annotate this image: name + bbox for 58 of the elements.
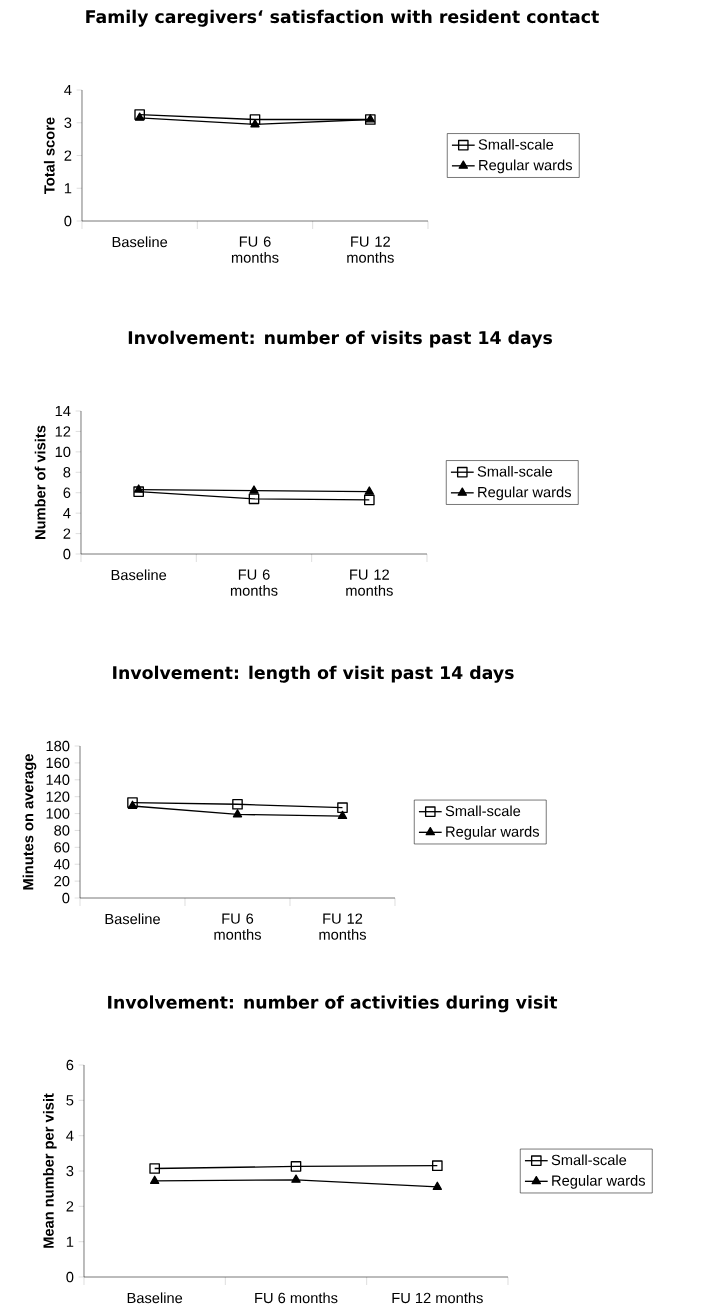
y-tick-label: 60 <box>54 842 70 853</box>
legend-label: Regular wards <box>552 1175 646 1189</box>
y-tick-label: 8 <box>63 467 71 478</box>
y-axis-title: Minutes on average <box>22 754 37 890</box>
y-tick-label: 0 <box>63 548 71 560</box>
y-tick-label: 100 <box>46 808 70 819</box>
y-axis-title: Number of visits <box>34 425 46 539</box>
chart-title: Involvement: number of visits past 14 days <box>128 330 553 348</box>
chart-title: Involvement: length of visit past 14 days <box>113 665 514 683</box>
y-tick-label: 6 <box>66 1059 74 1071</box>
y-tick-label: 140 <box>46 774 70 785</box>
y-tick-label: 120 <box>46 791 70 802</box>
y-tick-label: 14 <box>55 405 71 417</box>
legend-label: Small-scale <box>477 465 553 477</box>
y-tick-label: 80 <box>54 825 70 836</box>
x-tick-label: FU 6 months <box>255 1292 338 1304</box>
chart-title: Involvement: number of activities during visit <box>108 995 558 1013</box>
x-tick-label: Baseline <box>111 569 167 581</box>
y-tick-label: 40 <box>53 859 70 870</box>
x-tick-label: FU 6 months <box>214 913 261 940</box>
y-tick-label: 2 <box>66 1201 74 1212</box>
y-tick-label: 3 <box>64 117 72 128</box>
y-tick-label: 10 <box>55 446 71 458</box>
y-tick-label: 20 <box>54 875 70 887</box>
y-tick-label: 0 <box>66 1271 74 1283</box>
y-tick-label: 12 <box>55 426 71 437</box>
legend-label: Small-scale <box>551 1154 627 1166</box>
x-tick-label: Baseline <box>112 236 168 248</box>
y-tick-label: 5 <box>66 1095 74 1106</box>
y-tick-label: 4 <box>66 1130 74 1141</box>
y-tick-label: 1 <box>64 183 72 194</box>
x-tick-label: FU 12 months <box>346 569 393 596</box>
legend-label: Regular wards <box>478 486 572 501</box>
y-tick-label: 2 <box>64 150 72 161</box>
y-tick-label: 4 <box>64 84 72 96</box>
x-tick-label: Baseline <box>105 913 160 925</box>
y-tick-label: 180 <box>46 740 70 752</box>
x-tick-label: Baseline <box>127 1292 183 1304</box>
x-tick-label: FU 12 months <box>347 236 394 263</box>
legend-label: Small-scale <box>445 805 521 817</box>
chart-title: Family caregivers‘ satisfaction with resident contact <box>86 9 599 27</box>
legend-label: Regular wards <box>479 159 573 174</box>
y-tick-label: 4 <box>63 508 71 519</box>
y-tick-label: 3 <box>66 1165 74 1177</box>
x-tick-label: FU 12 months <box>319 913 366 940</box>
x-tick-label: FU 6 months <box>230 569 278 596</box>
legend-label: Small-scale <box>478 138 554 150</box>
y-tick-label: 6 <box>63 487 71 498</box>
y-axis-title: Mean number per visit <box>42 1093 57 1248</box>
y-tick-label: 160 <box>46 757 70 769</box>
legend-label: Regular wards <box>446 826 540 840</box>
y-tick-label: 2 <box>63 528 71 539</box>
y-tick-label: 1 <box>66 1236 74 1247</box>
y-tick-label: 0 <box>62 892 70 904</box>
y-tick-label: 0 <box>64 215 72 227</box>
x-tick-label: FU 6 months <box>231 236 279 263</box>
x-tick-label: FU 12 months <box>392 1292 483 1304</box>
y-axis-title: Total score <box>43 117 55 194</box>
